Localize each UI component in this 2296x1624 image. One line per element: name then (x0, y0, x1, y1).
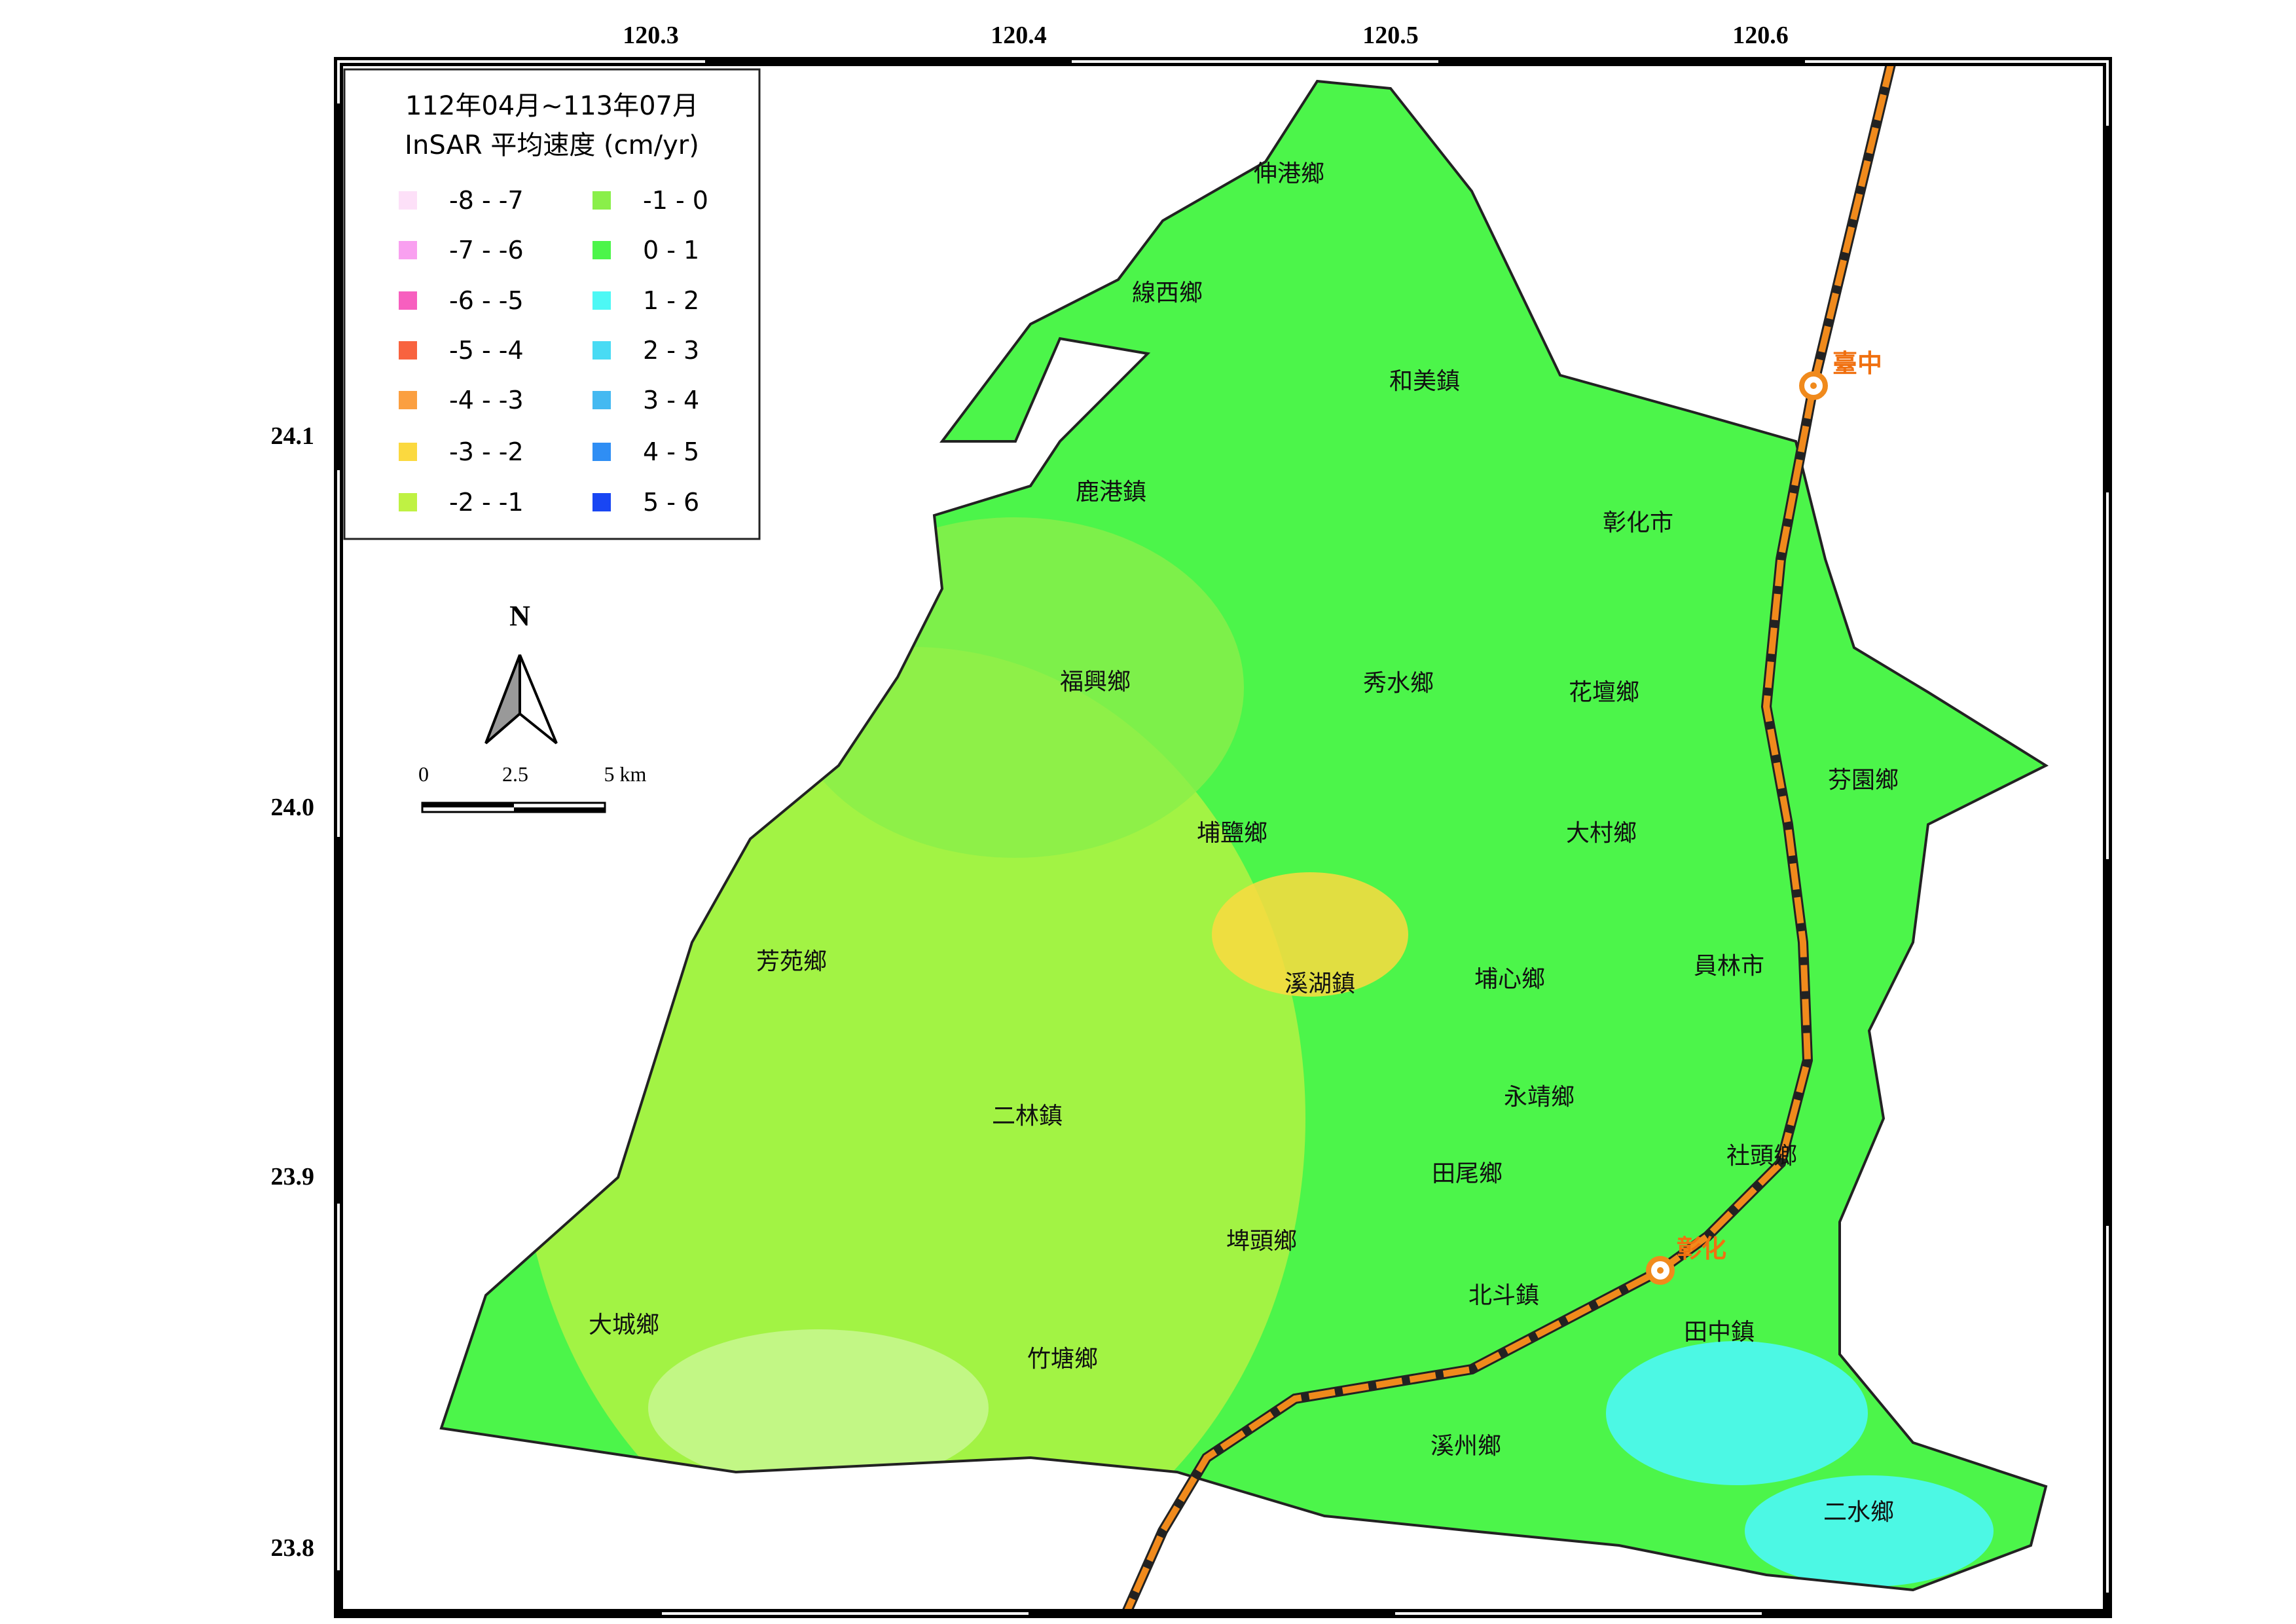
township-label: 福興鄉 (1060, 669, 1131, 695)
top-tick-label: 120.5 (1362, 22, 1419, 49)
patch (1212, 872, 1408, 997)
township-label: 伸港鄉 (1254, 160, 1324, 187)
legend-swatch (399, 191, 417, 210)
station-label: 彰化 (1677, 1234, 1726, 1263)
legend-label: 5 - 6 (643, 488, 699, 517)
top-tick-label: 120.6 (1732, 22, 1789, 49)
township-label: 埔心鄉 (1474, 966, 1545, 993)
township-label: 田中鎮 (1684, 1319, 1755, 1346)
legend-swatch (399, 291, 417, 310)
patch (786, 517, 1244, 858)
county-outline (439, 79, 2049, 1592)
legend-label: 2 - 3 (643, 336, 699, 365)
left-tick-label: 24.0 (271, 794, 315, 821)
legend-label: 3 - 4 (643, 386, 699, 415)
legend-label: 4 - 5 (643, 437, 699, 466)
left-tick-label: 23.8 (271, 1534, 315, 1562)
legend-label: -1 - 0 (643, 186, 708, 215)
township-label: 員林市 (1694, 953, 1764, 980)
township-label: 社頭鄉 (1726, 1143, 1797, 1170)
township-label: 溪州鄉 (1430, 1433, 1501, 1460)
scale-label: 2.5 (502, 762, 528, 786)
township-label: 花壇鄉 (1569, 679, 1639, 706)
station-dot (1657, 1267, 1664, 1274)
top-tick-label: 120.3 (623, 22, 679, 49)
north-arrow-left (484, 654, 521, 745)
township-label: 竹塘鄉 (1027, 1346, 1098, 1373)
scale-label: 0 (418, 762, 429, 786)
railway (1123, 60, 1895, 1615)
scale-label: 5 km (604, 762, 647, 786)
legend-label: -7 - -6 (449, 236, 524, 265)
scale-bar-segment (422, 803, 514, 807)
legend-swatch (592, 493, 611, 511)
legend-label: -2 - -1 (449, 488, 524, 517)
legend-swatch (399, 241, 417, 259)
township-label: 埔鹽鄉 (1197, 820, 1267, 847)
scale-bar-segment (514, 807, 605, 812)
legend-swatch (592, 443, 611, 461)
legend-label: -4 - -3 (449, 386, 524, 415)
township-label: 埤頭鄉 (1226, 1228, 1297, 1255)
legend-label: 1 - 2 (643, 286, 699, 315)
legend-label: -6 - -5 (449, 286, 524, 315)
legend-swatch (592, 241, 611, 259)
township-label: 溪湖鎮 (1285, 970, 1355, 997)
township-label: 彰化市 (1603, 509, 1673, 536)
legend-swatch (592, 391, 611, 409)
legend-label: -3 - -2 (449, 437, 524, 466)
township-label: 大城鄉 (589, 1312, 659, 1338)
top-tick-label: 120.4 (991, 22, 1047, 49)
legend-label: -8 - -7 (449, 186, 524, 215)
legend-title: 112年04月~113年07月 (405, 91, 699, 121)
north-label: N (509, 600, 530, 632)
township-label: 芬園鄉 (1828, 767, 1899, 794)
legend-swatch (592, 291, 611, 310)
frame-inner (337, 60, 2109, 1615)
township-label: 線西鄉 (1132, 280, 1203, 306)
township-label: 大村鄉 (1566, 820, 1637, 847)
legend-swatch (399, 443, 417, 461)
station-label: 臺中 (1832, 349, 1882, 378)
legend-swatch (592, 341, 611, 360)
township-label: 二水鄉 (1823, 1499, 1894, 1526)
township-label: 鹿港鎮 (1076, 479, 1146, 506)
township-label: 二林鎮 (992, 1103, 1063, 1130)
township-label: 秀水鄉 (1363, 670, 1434, 697)
legend-title: InSAR 平均速度 (cm/yr) (405, 130, 699, 160)
legend-swatch (399, 493, 417, 511)
legend-label: 0 - 1 (643, 236, 699, 265)
left-tick-label: 23.9 (271, 1163, 315, 1190)
patch (1606, 1341, 1868, 1485)
patch (1745, 1475, 1994, 1587)
township-label: 北斗鎮 (1468, 1282, 1539, 1309)
township-label: 田尾鄉 (1432, 1160, 1503, 1187)
township-label: 和美鎮 (1389, 368, 1460, 395)
north-arrow-right (519, 654, 558, 745)
legend-swatch (592, 191, 611, 210)
legend-label: -5 - -4 (449, 336, 524, 365)
legend-swatch (399, 341, 417, 360)
legend-swatch (399, 391, 417, 409)
township-label: 芳苑鄉 (756, 948, 827, 975)
township-label: 永靖鄉 (1504, 1084, 1575, 1111)
station-dot (1810, 382, 1817, 389)
patch (648, 1329, 989, 1486)
left-tick-label: 24.1 (271, 422, 315, 450)
